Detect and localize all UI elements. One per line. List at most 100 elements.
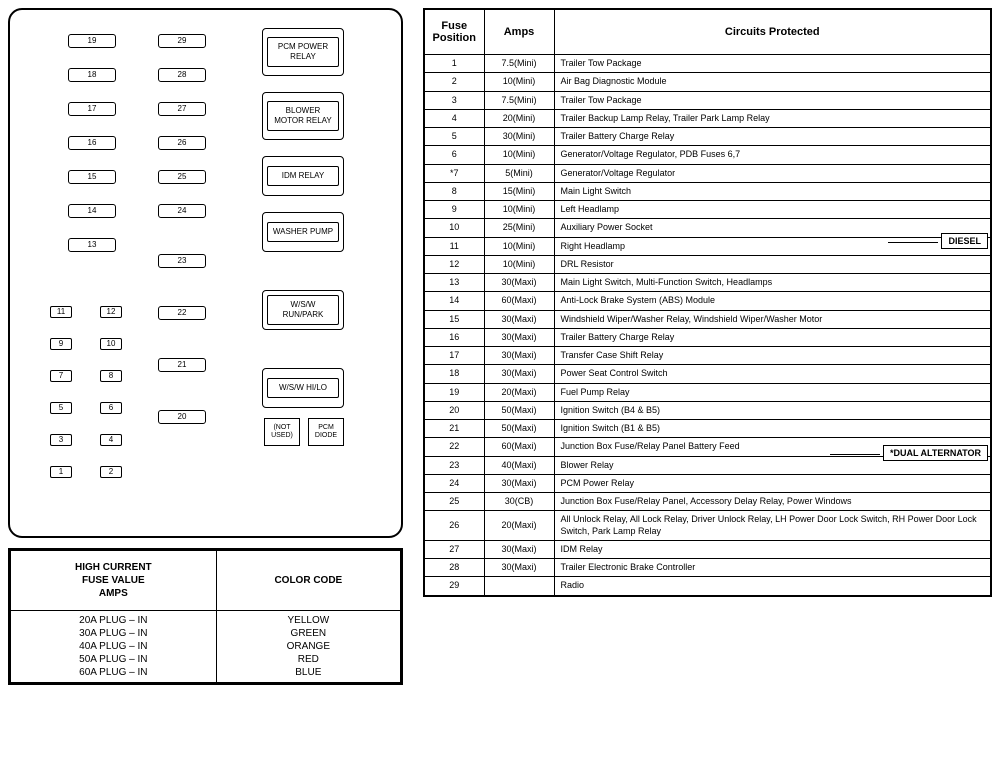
table-row: 1920(Maxi)Fuel Pump Relay <box>424 383 991 401</box>
fuse-slot-13: 13 <box>68 238 116 252</box>
cell-amps: 30(Maxi) <box>484 310 554 328</box>
cell-circ: Trailer Battery Charge Relay <box>554 128 991 146</box>
cell-amps: 20(Maxi) <box>484 511 554 541</box>
cell-pos: 12 <box>424 255 484 273</box>
cell-pos: 24 <box>424 474 484 492</box>
fuse-slot-15: 15 <box>68 170 116 184</box>
cell-circ: Fuel Pump Relay <box>554 383 991 401</box>
cell-amps: 30(Maxi) <box>484 328 554 346</box>
table-row: 815(Mini)Main Light Switch <box>424 182 991 200</box>
cell-amps: 30(Maxi) <box>484 274 554 292</box>
cell-amps: 10(Mini) <box>484 201 554 219</box>
table-row: 29Radio <box>424 577 991 596</box>
cell-pos: 27 <box>424 540 484 558</box>
cell-pos: 8 <box>424 182 484 200</box>
fuse-slot-12: 12 <box>100 306 122 318</box>
th-fuse-pos: Fuse Position <box>424 9 484 55</box>
table-row: 2730(Maxi)IDM Relay <box>424 540 991 558</box>
table-row: 210(Mini)Air Bag Diagnostic Module <box>424 73 991 91</box>
cell-pos: 19 <box>424 383 484 401</box>
cell-pos: 6 <box>424 146 484 164</box>
cell-pos: *7 <box>424 164 484 182</box>
fuse-slot-10: 10 <box>100 338 122 350</box>
cell-pos: 14 <box>424 292 484 310</box>
table-row: 1730(Maxi)Transfer Case Shift Relay <box>424 347 991 365</box>
cell-amps: 10(Mini) <box>484 73 554 91</box>
cell-pos: 2 <box>424 73 484 91</box>
fuse-box-diagram: 1918171615141329282726252423222120119753… <box>8 8 403 538</box>
table-row: 37.5(Mini)Trailer Tow Package <box>424 91 991 109</box>
cell-amps: 30(Maxi) <box>484 347 554 365</box>
cell-circ: Auxiliary Power Socket <box>554 219 991 237</box>
circuits-table: Fuse Position Amps Circuits Protected 17… <box>423 8 992 597</box>
fuse-slot-22: 22 <box>158 306 206 320</box>
fuse-slot-18: 18 <box>68 68 116 82</box>
fuse-slot-11: 11 <box>50 306 72 318</box>
table-row: 420(Mini)Trailer Backup Lamp Relay, Trai… <box>424 109 991 127</box>
fuse-slot-14: 14 <box>68 204 116 218</box>
fuse-slot-17: 17 <box>68 102 116 116</box>
table-row: 1530(Maxi)Windshield Wiper/Washer Relay,… <box>424 310 991 328</box>
fuse-slot-2: 2 <box>100 466 122 478</box>
cell-amps: 10(Mini) <box>484 237 554 255</box>
color-code-cell: YELLOWGREENORANGEREDBLUE <box>216 611 400 683</box>
table-row: 530(Mini)Trailer Battery Charge Relay <box>424 128 991 146</box>
relay-box: WASHER PUMP <box>262 212 344 252</box>
table-row: 910(Mini)Left Headlamp <box>424 201 991 219</box>
cell-pos: 10 <box>424 219 484 237</box>
cell-circ: Transfer Case Shift Relay <box>554 347 991 365</box>
cell-amps: 50(Maxi) <box>484 401 554 419</box>
cell-pos: 16 <box>424 328 484 346</box>
cell-pos: 21 <box>424 420 484 438</box>
table-row: 2430(Maxi)PCM Power Relay <box>424 474 991 492</box>
th-circuits: Circuits Protected <box>554 9 991 55</box>
table-row: 2050(Maxi)Ignition Switch (B4 & B5) <box>424 401 991 419</box>
cell-circ: Air Bag Diagnostic Module <box>554 73 991 91</box>
diesel-callout: DIESEL <box>941 233 988 249</box>
fuse-slot-28: 28 <box>158 68 206 82</box>
cell-pos: 1 <box>424 55 484 73</box>
table-row: 1830(Maxi)Power Seat Control Switch <box>424 365 991 383</box>
table-row: 2830(Maxi)Trailer Electronic Brake Contr… <box>424 559 991 577</box>
table-row: 1025(Mini)Auxiliary Power Socket <box>424 219 991 237</box>
cell-circ: Windshield Wiper/Washer Relay, Windshiel… <box>554 310 991 328</box>
cell-amps: 7.5(Mini) <box>484 55 554 73</box>
relay-box: W/S/W RUN/PARK <box>262 290 344 330</box>
cell-amps: 30(Mini) <box>484 128 554 146</box>
cell-circ: Ignition Switch (B4 & B5) <box>554 401 991 419</box>
cell-pos: 5 <box>424 128 484 146</box>
cell-amps: 15(Mini) <box>484 182 554 200</box>
table-row: 2530(CB)Junction Box Fuse/Relay Panel, A… <box>424 493 991 511</box>
fuse-slot-25: 25 <box>158 170 206 184</box>
cell-amps: 30(Maxi) <box>484 559 554 577</box>
relay-box: W/S/W HI/LO <box>262 368 344 408</box>
cell-circ: PCM Power Relay <box>554 474 991 492</box>
mini-box: PCM DIODE <box>308 418 344 446</box>
cell-amps: 20(Maxi) <box>484 383 554 401</box>
fuse-slot-29: 29 <box>158 34 206 48</box>
cell-amps: 60(Maxi) <box>484 438 554 456</box>
fuse-slot-16: 16 <box>68 136 116 150</box>
cell-amps: 20(Mini) <box>484 109 554 127</box>
table-row: 2620(Maxi)All Unlock Relay, All Lock Rel… <box>424 511 991 541</box>
table-row: *75(Mini)Generator/Voltage Regulator <box>424 164 991 182</box>
dual-alt-callout: *DUAL ALTERNATOR <box>883 445 988 461</box>
color-head-amps: HIGH CURRENT FUSE VALUE AMPS <box>11 551 217 611</box>
diesel-line <box>888 242 938 243</box>
table-row: 17.5(Mini)Trailer Tow Package <box>424 55 991 73</box>
fuse-slot-3: 3 <box>50 434 72 446</box>
cell-amps: 7.5(Mini) <box>484 91 554 109</box>
fuse-slot-27: 27 <box>158 102 206 116</box>
cell-circ: Main Light Switch, Multi-Function Switch… <box>554 274 991 292</box>
table-row: 1330(Maxi)Main Light Switch, Multi-Funct… <box>424 274 991 292</box>
th-amps: Amps <box>484 9 554 55</box>
cell-amps: 5(Mini) <box>484 164 554 182</box>
fuse-slot-5: 5 <box>50 402 72 414</box>
table-row: 2150(Maxi)Ignition Switch (B1 & B5) <box>424 420 991 438</box>
fuse-slot-9: 9 <box>50 338 72 350</box>
cell-pos: 17 <box>424 347 484 365</box>
cell-amps: 30(Maxi) <box>484 474 554 492</box>
table-row: 1460(Maxi)Anti-Lock Brake System (ABS) M… <box>424 292 991 310</box>
cell-circ: All Unlock Relay, All Lock Relay, Driver… <box>554 511 991 541</box>
cell-circ: Junction Box Fuse/Relay Panel, Accessory… <box>554 493 991 511</box>
